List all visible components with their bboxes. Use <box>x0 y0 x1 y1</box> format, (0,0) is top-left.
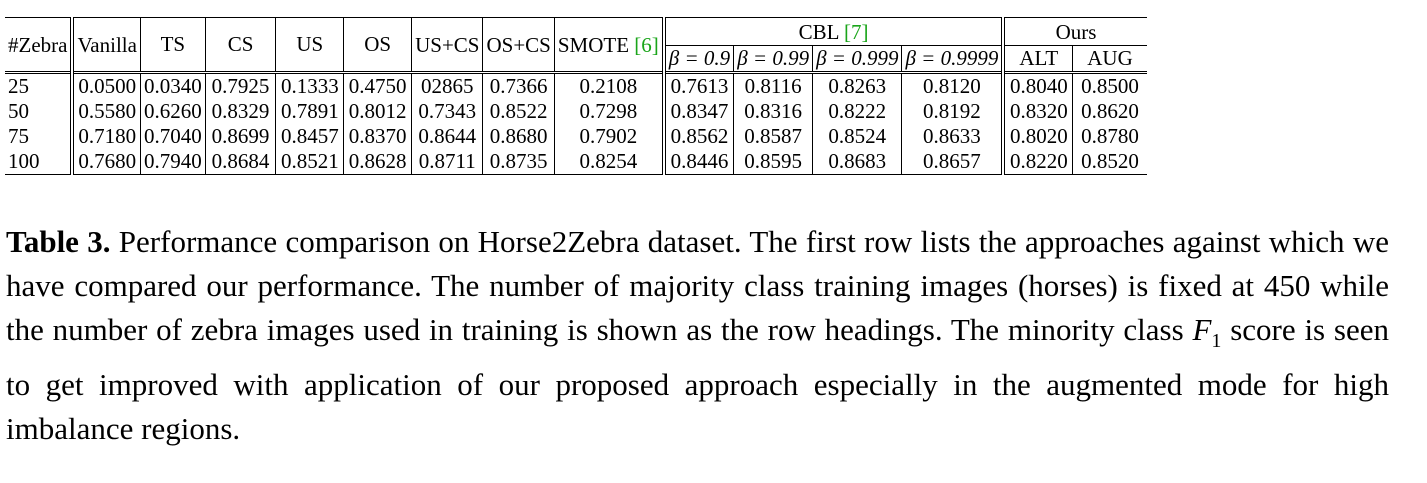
table-cell: 0.8711 <box>411 149 484 175</box>
corner-header: #Zebra <box>5 17 75 74</box>
row-header: 100 <box>5 149 75 175</box>
table-cell: 0.8329 <box>205 99 277 124</box>
table-cell: 0.8316 <box>733 99 814 124</box>
table-cell: 0.8520 <box>1072 149 1147 175</box>
table-cell: 02865 <box>411 72 484 99</box>
table-cell: 0.8683 <box>812 149 903 175</box>
caption-text-before: Performance comparison on Horse2Zebra da… <box>6 224 1389 347</box>
cbl-label: CBL <box>798 20 839 44</box>
ours-aug-header: AUG <box>1072 45 1147 74</box>
caption-label: Table 3. <box>6 224 111 259</box>
table-cell: 0.8220 <box>1003 149 1074 175</box>
table-row: 100 0.7680 0.7940 0.8684 0.8521 0.8628 0.8711 0… <box>5 149 1147 175</box>
table-cell: 0.7613 <box>663 72 735 99</box>
cbl-beta-0-9-header: β = 0.9 <box>663 45 735 74</box>
table-cell: 0.8522 <box>482 99 555 124</box>
table-cell: 0.8192 <box>901 99 1006 124</box>
cbl-beta-0-99-header: β = 0.99 <box>733 45 814 74</box>
ours-alt-header: ALT <box>1003 45 1074 74</box>
caption-math-f1: F1 <box>1192 312 1221 352</box>
table-cell: 0.7925 <box>205 72 277 99</box>
table-cell: 0.8457 <box>275 124 345 149</box>
table-cell: 0.7680 <box>72 149 141 175</box>
table-cell: 0.8780 <box>1081 124 1139 148</box>
col-header-us-cs: US+CS <box>411 17 484 74</box>
table-cell: 0.8620 <box>1081 99 1139 123</box>
table-cell: 0.8680 <box>482 124 555 149</box>
table-cell: 0.8684 <box>205 149 277 175</box>
table-cell: 0.8263 <box>812 72 903 99</box>
cbl-beta-0-999-header: β = 0.999 <box>812 45 903 74</box>
table-cell: 0.7180 <box>72 124 141 149</box>
table-cell: 0.8587 <box>733 124 814 149</box>
table-cell: 0.8020 <box>1003 124 1074 149</box>
col-header-os-cs: OS+CS <box>482 17 555 74</box>
table-cell: 0.8370 <box>343 124 413 149</box>
table-cell: 0.8657 <box>901 149 1006 175</box>
table-cell: 0.6260 <box>140 99 206 124</box>
table-cell: 0.8628 <box>343 149 413 175</box>
table-cell: 0.8633 <box>901 124 1006 149</box>
table-cell: 0.8562 <box>663 124 735 149</box>
table-cell: 0.0500 <box>72 72 141 99</box>
table-cell: 0.8347 <box>663 99 735 124</box>
col-header-vanilla: Vanilla <box>72 17 141 74</box>
table-cell: 0.7891 <box>275 99 345 124</box>
table-caption: Table 3. Performance comparison on Horse… <box>6 220 1389 451</box>
col-header-cs: CS <box>205 17 277 74</box>
table-cell: 0.8320 <box>1003 99 1074 124</box>
table-cell: 0.7366 <box>482 72 555 99</box>
table-row: 25 0.0500 0.0340 0.7925 0.1333 0.4750 02865 0.7… <box>5 72 1147 99</box>
ours-group-header: Ours <box>1003 17 1147 46</box>
table-cell: 0.8120 <box>901 72 1006 99</box>
table-cell: 0.2108 <box>554 72 666 99</box>
row-header: 50 <box>5 99 75 124</box>
table-cell: 0.7940 <box>140 149 206 175</box>
results-table-body: 25 0.0500 0.0340 0.7925 0.1333 0.4750 02865 0.7… <box>5 72 1147 175</box>
table-cell: 0.8699 <box>205 124 277 149</box>
table-row: 75 0.7180 0.7040 0.8699 0.8457 0.8370 0.8644 0.… <box>5 124 1147 149</box>
col-header-smote: SMOTE [6] <box>554 17 666 74</box>
smote-citation[interactable]: [6] <box>634 33 659 57</box>
col-header-ts: TS <box>140 17 206 74</box>
caption-text-after: score is seen to get improved with appli… <box>6 312 1390 447</box>
cbl-beta-0-9999-header: β = 0.9999 <box>901 45 1006 74</box>
table-cell: 0.7298 <box>554 99 666 124</box>
table-cell: 0.4750 <box>343 72 413 99</box>
col-header-os: OS <box>343 17 413 74</box>
table-cell: 0.8222 <box>812 99 903 124</box>
table-row: 50 0.5580 0.6260 0.8329 0.7891 0.8012 0.7343 0.… <box>5 99 1147 124</box>
table-cell: 0.1333 <box>275 72 345 99</box>
table-cell: 0.8644 <box>411 124 484 149</box>
table-cell: 0.8116 <box>733 72 814 99</box>
row-header: 25 <box>5 72 75 99</box>
table-cell: 0.5580 <box>72 99 141 124</box>
table-cell: 0.0340 <box>140 72 206 99</box>
table-cell: 0.8446 <box>663 149 735 175</box>
table-cell: 0.8500 <box>1081 74 1139 98</box>
smote-label: SMOTE <box>557 33 630 57</box>
results-table: #Zebra Vanilla TS CS US OS US+CS OS+CS S… <box>5 17 1147 175</box>
table-cell: 0.8521 <box>275 149 345 175</box>
table-cell: 0.8735 <box>482 149 555 175</box>
row-header: 75 <box>5 124 75 149</box>
table-cell: 0.8040 <box>1003 72 1074 99</box>
table-cell: 0.8524 <box>812 124 903 149</box>
table-cell: 0.7343 <box>411 99 484 124</box>
table-cell: 0.7902 <box>554 124 666 149</box>
table-cell: 0.8254 <box>554 149 666 175</box>
cbl-citation[interactable]: [7] <box>843 20 869 44</box>
table-cell: 0.8595 <box>733 149 814 175</box>
caption-math-symbol: F <box>1192 312 1212 347</box>
caption-math-subscript: 1 <box>1211 330 1222 353</box>
cbl-group-header: CBL [7] <box>663 17 1006 46</box>
col-header-us: US <box>275 17 345 74</box>
table-cell: 0.7040 <box>140 124 206 149</box>
table-cell: 0.8012 <box>343 99 413 124</box>
